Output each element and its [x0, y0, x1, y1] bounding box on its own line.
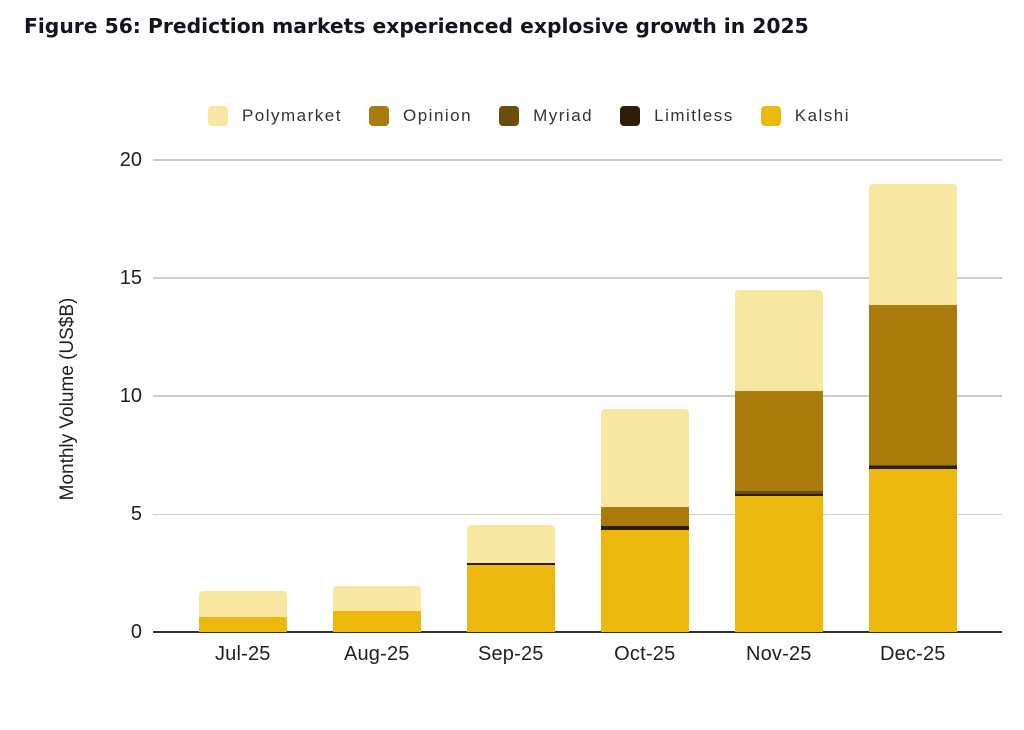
legend-swatch-myriad — [499, 106, 520, 126]
bar-segment-polymarket-dec-25 — [868, 183, 957, 306]
legend-swatch-polymarket — [207, 106, 228, 126]
gridline-10 — [153, 395, 1002, 397]
legend-item-kalshi: Kalshi — [760, 106, 851, 126]
gridline-20 — [153, 159, 1002, 161]
bar-segment-polymarket-oct-25 — [600, 409, 689, 508]
bar-segment-kalshi-sep-25 — [466, 564, 555, 633]
bar-nov-25 — [734, 289, 823, 633]
legend-item-polymarket: Polymarket — [207, 106, 342, 126]
x-tick-label-nov-25: Nov-25 — [745, 643, 812, 665]
bar-segment-polymarket-nov-25 — [734, 289, 823, 392]
y-tick-label-15: 15 — [119, 267, 142, 289]
bar-segment-opinion-nov-25 — [734, 391, 823, 491]
gridline-15 — [153, 277, 1002, 279]
legend-label-opinion: Opinion — [402, 106, 473, 125]
bar-segment-kalshi-aug-25 — [332, 611, 421, 633]
bar-segment-polymarket-sep-25 — [466, 524, 555, 563]
x-tick-label-oct-25: Oct-25 — [614, 643, 676, 665]
bar-segment-kalshi-jul-25 — [198, 616, 287, 633]
bar-sep-25 — [466, 524, 555, 633]
gridline-5 — [153, 513, 1002, 515]
legend-label-polymarket: Polymarket — [241, 106, 342, 125]
legend-item-limitless: Limitless — [620, 106, 734, 126]
bar-oct-25 — [600, 409, 689, 633]
y-tick-label-10: 10 — [119, 385, 142, 408]
legend-label-myriad: Myriad — [533, 106, 594, 125]
legend-label-kalshi: Kalshi — [794, 106, 851, 125]
bar-segment-polymarket-jul-25 — [198, 590, 287, 617]
bar-aug-25 — [332, 586, 421, 633]
bar-segment-limitless-oct-25 — [600, 526, 689, 530]
bar-segment-opinion-oct-25 — [600, 507, 689, 526]
x-axis-line — [153, 631, 1002, 634]
legend-swatch-kalshi — [760, 106, 781, 126]
bar-jul-25 — [198, 590, 287, 633]
y-tick-label-5: 5 — [130, 503, 142, 526]
bar-segment-limitless-nov-25 — [734, 494, 823, 497]
legend-item-myriad: Myriad — [499, 106, 593, 126]
x-tick-label-sep-25: Sep-25 — [477, 643, 544, 665]
legend-swatch-limitless — [620, 106, 641, 126]
chart-legend: Polymarket Opinion Myriad Limitless Kalshi — [17, 106, 1024, 126]
bar-segment-myriad-nov-25 — [734, 490, 823, 495]
x-tick-label-jul-25: Jul-25 — [214, 643, 271, 665]
bar-segment-kalshi-oct-25 — [600, 529, 689, 633]
legend-swatch-opinion — [368, 106, 389, 126]
y-tick-label-20: 20 — [119, 148, 142, 171]
legend-label-limitless: Limitless — [654, 106, 734, 125]
x-tick-label-aug-25: Aug-25 — [343, 643, 410, 665]
bar-segment-limitless-sep-25 — [466, 562, 555, 565]
bar-segment-limitless-dec-25 — [868, 465, 957, 469]
x-tick-label-dec-25: Dec-25 — [879, 643, 946, 665]
legend-item-opinion: Opinion — [368, 106, 473, 126]
bar-segment-opinion-dec-25 — [868, 305, 957, 465]
y-axis-title: Monthly Volume (US$B) — [56, 297, 78, 501]
bar-segment-polymarket-aug-25 — [332, 586, 421, 612]
y-tick-label-0: 0 — [130, 621, 142, 644]
figure-title: Figure 56: Prediction markets experience… — [24, 14, 809, 38]
bar-segment-kalshi-nov-25 — [734, 496, 823, 633]
bar-segment-myriad-dec-25 — [868, 464, 957, 466]
bar-dec-25 — [868, 183, 957, 633]
bar-segment-kalshi-dec-25 — [868, 468, 957, 633]
